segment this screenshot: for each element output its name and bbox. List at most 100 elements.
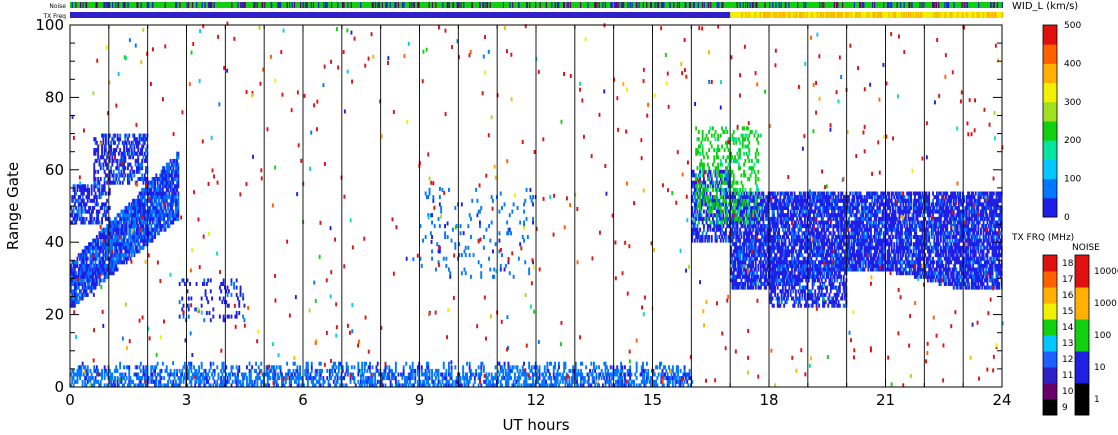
rising-band-echo — [164, 224, 167, 229]
evening-band-echo — [756, 256, 758, 261]
rising-band-echo — [173, 162, 176, 167]
evening-band-echo — [761, 198, 764, 203]
rising-band-echo — [98, 278, 101, 283]
rising-band-echo — [95, 235, 98, 239]
early-patch-echo — [76, 184, 79, 189]
rising-band-echo — [139, 213, 142, 218]
early-patch-echo — [81, 198, 84, 203]
near-range-echo — [154, 383, 156, 388]
near-range-echo — [171, 372, 173, 377]
near-range-echo — [99, 372, 102, 377]
rising-band-echo — [128, 227, 131, 232]
near-range-echo — [652, 383, 655, 388]
mid-patch-echo — [524, 198, 527, 203]
early-patch-echo — [104, 213, 107, 218]
rising-band-echo — [172, 162, 175, 167]
near-range-echo — [618, 383, 621, 388]
near-range-echo — [358, 368, 361, 373]
near-range-echo — [427, 365, 430, 370]
rising-band-echo — [94, 245, 97, 250]
near-range-echo — [547, 368, 550, 373]
rising-band-echo — [75, 300, 78, 305]
noise-strip-sample — [418, 2, 420, 8]
near-range-echo — [583, 376, 586, 381]
early-patch-echo — [143, 177, 146, 181]
evening-band-echo — [765, 274, 767, 279]
evening-band-echo — [753, 224, 756, 229]
rising-band-echo — [156, 213, 159, 218]
near-range-echo — [193, 365, 195, 370]
near-range-echo — [459, 383, 462, 388]
near-range-echo — [151, 376, 154, 381]
near-range-echo — [349, 379, 352, 384]
near-range-echo — [376, 379, 379, 384]
noise-strip-sample — [535, 2, 537, 8]
rising-band-echo — [70, 271, 72, 276]
near-range-echo — [508, 368, 511, 373]
early-patch-echo — [101, 148, 103, 153]
evening-band-echo — [798, 216, 801, 221]
rising-band-echo — [82, 267, 85, 272]
rising-band-echo — [76, 285, 79, 290]
near-range-echo — [437, 372, 440, 377]
near-range-echo — [198, 376, 200, 381]
near-range-echo — [428, 368, 431, 373]
rising-band-echo — [161, 213, 164, 218]
near-range-echo — [199, 372, 202, 377]
rising-band-echo — [139, 209, 142, 214]
near-range-echo — [576, 379, 578, 384]
mid-patch-echo — [182, 303, 185, 308]
early-patch-echo — [111, 180, 114, 185]
near-range-echo — [463, 376, 466, 381]
near-range-echo — [369, 376, 371, 381]
rising-band-echo — [77, 300, 80, 305]
rising-band-echo — [95, 267, 98, 272]
noise-strip-sample — [286, 2, 288, 8]
rising-band-echo — [132, 220, 134, 225]
early-patch-echo — [138, 177, 141, 181]
rising-band-echo — [112, 220, 115, 225]
early-patch-echo — [79, 202, 81, 207]
near-range-echo — [243, 372, 246, 377]
rising-band-echo — [158, 220, 160, 225]
rising-band-echo — [77, 253, 80, 258]
noise-strip-sample — [254, 2, 256, 8]
rising-band-echo — [99, 238, 102, 243]
early-patch-echo — [142, 177, 145, 181]
rising-band-echo — [117, 231, 120, 236]
noise-strip-sample — [417, 2, 419, 8]
early-patch-echo — [90, 184, 93, 189]
noise-strip-sample — [512, 2, 514, 8]
evening-band-echo — [759, 242, 762, 247]
evening-band-echo — [756, 195, 758, 200]
rising-band-echo — [79, 274, 81, 279]
early-patch-echo — [133, 137, 136, 142]
rising-band-echo — [133, 235, 136, 239]
evening-band-echo — [776, 245, 779, 250]
noise-strip-sample — [304, 2, 306, 8]
evening-band-echo — [730, 195, 733, 200]
rising-band-echo — [136, 216, 138, 221]
rising-band-echo — [97, 253, 100, 258]
near-range-echo — [448, 383, 450, 388]
rising-band-echo — [119, 231, 122, 236]
near-range-echo — [426, 365, 428, 370]
near-range-echo — [548, 372, 551, 377]
near-range-echo — [173, 376, 176, 381]
evening-band-echo — [775, 256, 778, 261]
mid-patch-echo — [479, 224, 481, 229]
near-range-echo — [297, 376, 300, 381]
evening-band-echo — [794, 213, 797, 218]
near-range-echo — [306, 383, 309, 388]
rising-band-echo — [156, 191, 159, 196]
mid-patch-echo — [419, 256, 422, 261]
near-range-echo — [361, 383, 364, 388]
near-range-echo — [405, 383, 408, 388]
noise-strip-sample — [456, 2, 458, 8]
early-patch-echo — [129, 169, 132, 174]
evening-band-echo — [737, 238, 740, 243]
near-range-echo — [378, 379, 380, 384]
noise-strip-sample — [213, 2, 215, 8]
noise-strip-sample — [460, 2, 462, 8]
evening-band-echo — [793, 227, 796, 232]
